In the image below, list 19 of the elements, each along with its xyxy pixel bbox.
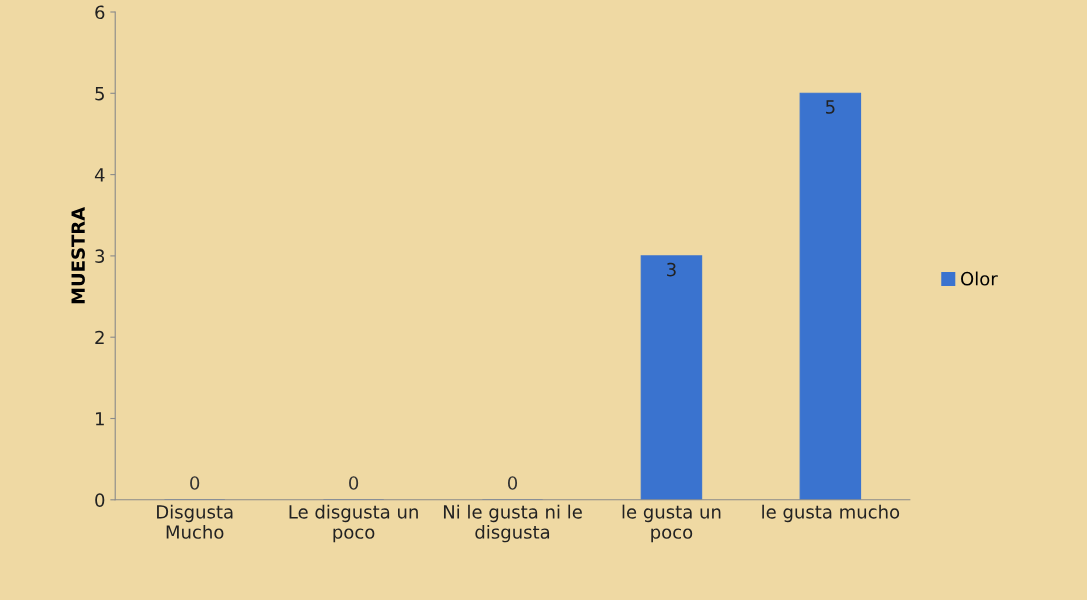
x-tick-label: Le disgusta un poco: [289, 504, 418, 543]
y-tick-label: 5: [95, 87, 104, 101]
y-axis-title: MUESTRA: [71, 206, 85, 304]
data-label: 0: [190, 476, 200, 490]
x-tick-label: Ni le gusta ni le disgusta: [443, 504, 582, 543]
x-tick-label: Disgusta Mucho: [157, 504, 233, 539]
x-tick-label: le gusta mucho: [762, 504, 900, 523]
x-tick-label: le gusta un poco: [622, 504, 721, 543]
y-tick-label: 6: [95, 5, 105, 20]
data-label: 0: [507, 476, 518, 490]
data-label: 3: [667, 262, 676, 277]
data-label: 5: [826, 100, 835, 114]
data-label: 0: [349, 476, 359, 490]
y-tick-label: 4: [94, 168, 105, 182]
legend-label: Olor: [961, 271, 998, 286]
y-tick-label: 3: [95, 249, 105, 264]
y-tick-label: 0: [95, 493, 105, 507]
y-tick-label: 2: [95, 330, 104, 345]
y-tick-label: 1: [96, 412, 104, 426]
